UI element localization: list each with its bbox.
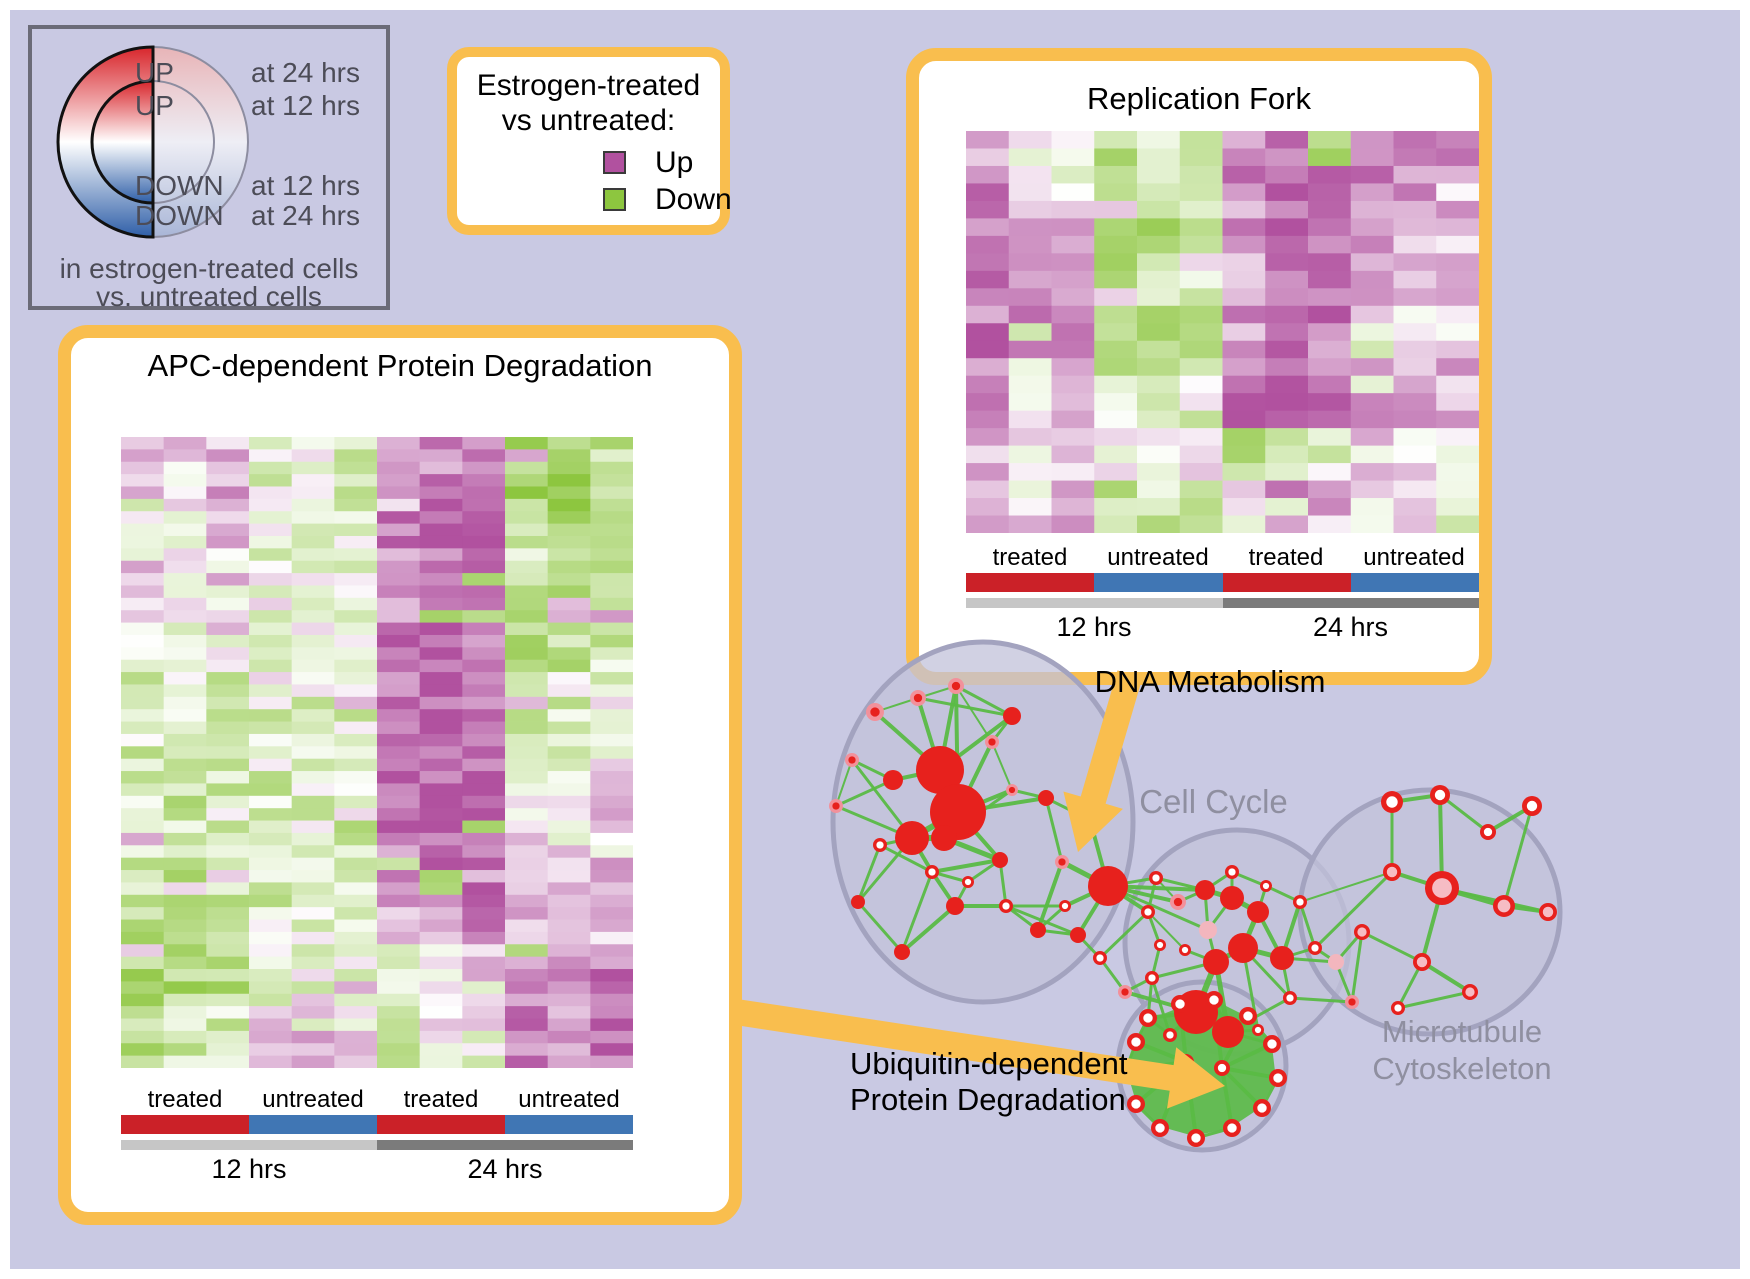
ring-legend-time-down24: at 24 hrs bbox=[251, 200, 360, 231]
replication-fork-panel: Replication Fork treated untreated treat… bbox=[906, 48, 1492, 685]
ring-legend-dir-up-24: UP bbox=[135, 57, 174, 88]
ring-legend-time-12: at 12 hrs bbox=[251, 90, 360, 121]
microtubule-line2: Cytoskeleton bbox=[1372, 1051, 1552, 1086]
rf-cond-treated-24: treated bbox=[1248, 544, 1324, 571]
microtubule-line1: Microtubule bbox=[1381, 1014, 1543, 1049]
legend-title-line1: Estrogen-treated bbox=[476, 69, 701, 102]
replication-fork-title: Replication Fork bbox=[1087, 81, 1311, 116]
ring-legend-caption-line1: in estrogen-treated cells bbox=[59, 253, 359, 284]
cluster-label-ubiquitin-degradation: Ubiquitin-dependent Protein Degradation bbox=[850, 1046, 1128, 1118]
up-down-ring-diagram bbox=[56, 45, 249, 239]
down-color-swatch bbox=[603, 188, 626, 211]
ring-legend-time-24: at 24 hrs bbox=[251, 57, 360, 88]
apc-title: APC-dependent Protein Degradation bbox=[147, 348, 653, 383]
ubiquitin-line1: Ubiquitin-dependent bbox=[850, 1046, 1128, 1081]
rf-time-12hrs: 12 hrs bbox=[1056, 612, 1132, 642]
apc-cond-treated-12: treated bbox=[147, 1086, 223, 1113]
replication-fork-heatmap bbox=[966, 131, 1479, 533]
cluster-label-dna-metabolism: DNA Metabolism bbox=[1094, 664, 1326, 699]
apc-time-color-bar bbox=[121, 1140, 633, 1150]
ring-legend-time-down12: at 12 hrs bbox=[251, 170, 360, 201]
down-label: Down bbox=[655, 183, 732, 216]
ring-legend-caption-line2: vs. untreated cells bbox=[96, 281, 322, 312]
rf-cond-untreated-12: untreated bbox=[1107, 544, 1209, 571]
up-color-swatch bbox=[603, 151, 626, 174]
apc-heatmap bbox=[121, 437, 633, 1068]
ring-legend-dir-down-24: DOWN bbox=[135, 200, 224, 231]
rf-cond-untreated-24: untreated bbox=[1363, 544, 1465, 571]
up-label: Up bbox=[655, 146, 694, 179]
ring-legend-dir-up-12: UP bbox=[135, 90, 174, 121]
apc-condition-color-bar bbox=[121, 1115, 633, 1134]
apc-time-24hrs: 24 hrs bbox=[467, 1154, 543, 1184]
ubiquitin-line2: Protein Degradation bbox=[850, 1082, 1126, 1117]
rf-time-24hrs: 24 hrs bbox=[1312, 612, 1389, 642]
rf-time-color-bar bbox=[966, 598, 1479, 608]
rf-condition-color-bar bbox=[966, 573, 1479, 592]
apc-cond-untreated-12: untreated bbox=[262, 1086, 364, 1113]
up-down-color-legend: Estrogen-treated vs untreated: Up Down bbox=[447, 47, 732, 235]
apc-cond-untreated-24: untreated bbox=[518, 1086, 620, 1113]
rf-cond-treated-12: treated bbox=[992, 544, 1068, 571]
cluster-label-microtubule-cytoskeleton: Microtubule Cytoskeleton bbox=[1362, 1013, 1562, 1087]
legend-title-line2: vs untreated: bbox=[501, 104, 676, 137]
ring-legend-dir-down-12: DOWN bbox=[135, 170, 224, 201]
ring-color-legend: UP at 24 hrs UP at 12 hrs DOWN at 12 hrs… bbox=[28, 25, 390, 312]
apc-time-12hrs: 12 hrs bbox=[211, 1154, 287, 1184]
apc-panel: APC-dependent Protein Degradation treate… bbox=[58, 325, 742, 1225]
cluster-label-cell-cycle: Cell Cycle bbox=[1139, 783, 1288, 820]
apc-cond-treated-24: treated bbox=[403, 1086, 479, 1113]
